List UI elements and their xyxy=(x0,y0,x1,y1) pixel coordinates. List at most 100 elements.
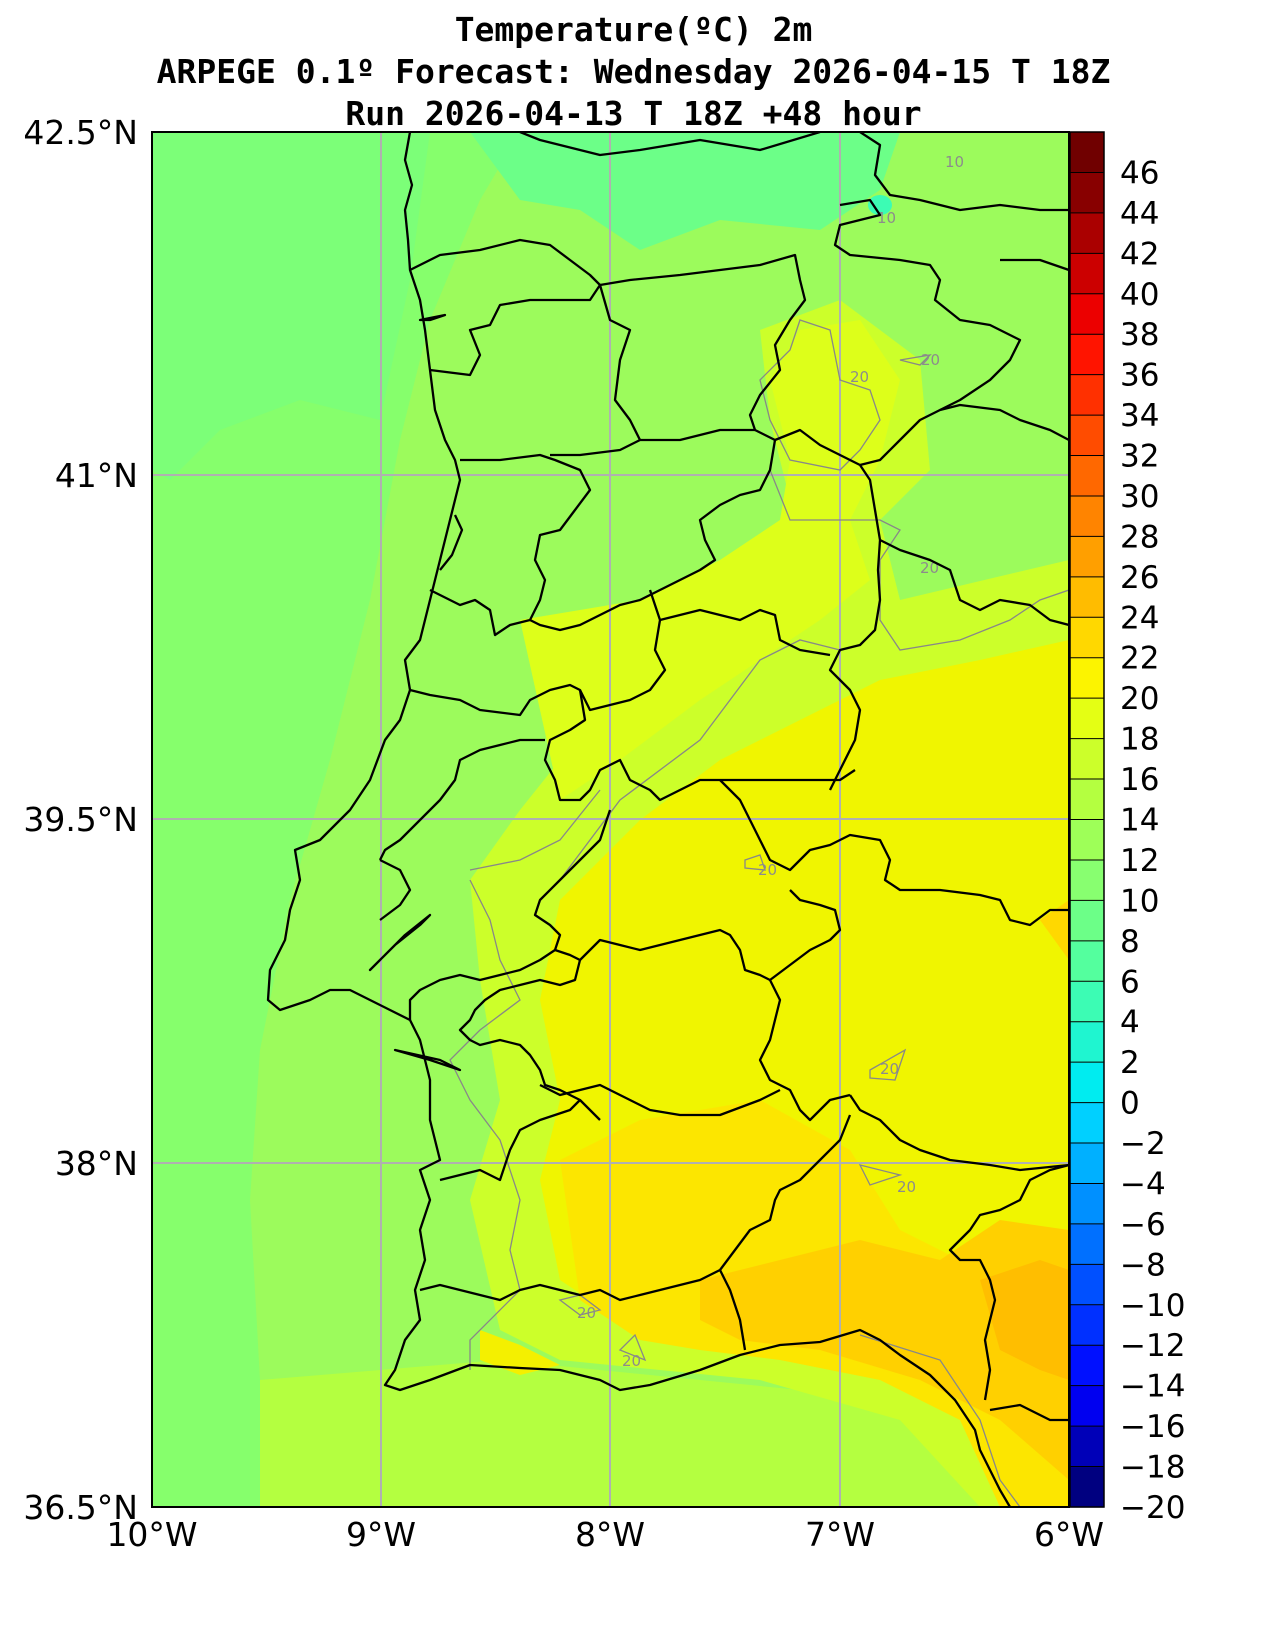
colorbar-tick-label: 12 xyxy=(1120,843,1159,879)
colorbar-segment xyxy=(1070,981,1104,1023)
colorbar-segment xyxy=(1070,212,1104,254)
lat-axis: 42.5°N 41°N 39.5°N 38°N 36.5°N xyxy=(23,113,138,1527)
colorbar-tick-label: 14 xyxy=(1120,803,1159,839)
colorbar-segment xyxy=(1070,1304,1104,1346)
colorbar-segment xyxy=(1070,455,1104,497)
colorbar-tick-label: −20 xyxy=(1120,1490,1185,1526)
colorbar-segment xyxy=(1070,940,1104,982)
colorbar-segment xyxy=(1070,374,1104,416)
colorbar-tick-label: 22 xyxy=(1120,641,1159,677)
lat-tick-label: 39.5°N xyxy=(23,800,138,839)
colorbar-tick-label: 10 xyxy=(1120,883,1159,919)
lon-tick-label: 8°W xyxy=(575,1515,645,1554)
contour-label: 20 xyxy=(622,1352,641,1370)
colorbar-tick-label: 44 xyxy=(1120,196,1159,232)
colorbar-segment xyxy=(1070,1102,1104,1144)
colorbar-tick-label: 40 xyxy=(1120,277,1159,313)
colorbar-tick-label: −6 xyxy=(1120,1207,1166,1243)
colorbar-segment xyxy=(1070,172,1104,214)
colorbar-tick-label: 38 xyxy=(1120,317,1159,353)
colorbar-segment xyxy=(1070,1385,1104,1427)
contour-label: 10 xyxy=(877,209,896,227)
lon-tick-label: 6°W xyxy=(1034,1515,1104,1554)
colorbar-segment xyxy=(1070,819,1104,861)
colorbar-segment xyxy=(1070,859,1104,901)
colorbar-tick-label: 46 xyxy=(1120,155,1159,191)
colorbar-tick-label: 32 xyxy=(1120,439,1159,475)
colorbar-segment xyxy=(1070,900,1104,942)
colorbar-tick-label: 2 xyxy=(1120,1045,1140,1081)
colorbar-segment xyxy=(1070,1223,1104,1265)
colorbar-tick-label: 16 xyxy=(1120,762,1159,798)
colorbar-segment xyxy=(1070,1062,1104,1104)
map-title: Temperature(ºC) 2m xyxy=(454,10,813,49)
gridlines xyxy=(152,132,1069,1507)
lat-tick-label: 42.5°N xyxy=(23,113,138,152)
colorbar-tick-label: 28 xyxy=(1120,519,1159,555)
colorbar-tick-label: −10 xyxy=(1120,1288,1185,1324)
coastline xyxy=(266,132,1011,1507)
colorbar-segment xyxy=(1070,536,1104,578)
colorbar-segment xyxy=(1070,1143,1104,1185)
lat-tick-label: 41°N xyxy=(55,456,138,495)
lon-tick-label: 7°W xyxy=(805,1515,875,1554)
colorbar-tick-label: −8 xyxy=(1120,1247,1166,1283)
colorbar-tick-label: 0 xyxy=(1120,1086,1140,1122)
lon-axis: 10°W 9°W 8°W 7°W 6°W xyxy=(106,1515,1104,1554)
colorbar-segment xyxy=(1070,253,1104,295)
colorbar-segment xyxy=(1070,738,1104,780)
colorbar-segment xyxy=(1070,132,1104,174)
colorbar-segment xyxy=(1070,1426,1104,1468)
lon-tick-label: 10°W xyxy=(106,1515,197,1554)
lat-tick-label: 36.5°N xyxy=(23,1488,138,1527)
colorbar-segment xyxy=(1070,1345,1104,1387)
colorbar-tick-label: 36 xyxy=(1120,358,1159,394)
contour-label: 20 xyxy=(897,1178,916,1196)
contour-label: 20 xyxy=(880,1060,899,1078)
colorbar-tick-label: 34 xyxy=(1120,398,1159,434)
colorbar-segment xyxy=(1070,576,1104,618)
colorbar-segment xyxy=(1070,1183,1104,1225)
map-subtitle-run: Run 2026-04-13 T 18Z +48 hour xyxy=(345,94,922,133)
colorbar-segment xyxy=(1070,1021,1104,1063)
colorbar-tick-label: −2 xyxy=(1120,1126,1166,1162)
colorbar-tick-label: 26 xyxy=(1120,560,1159,596)
colorbar-tick-label: 6 xyxy=(1120,964,1140,1000)
colorbar-segment xyxy=(1070,293,1104,335)
colorbar-tick-label: 8 xyxy=(1120,924,1140,960)
contour-label: 20 xyxy=(921,351,940,369)
colorbar-tick-label: −16 xyxy=(1120,1409,1185,1445)
colorbar: 4644424038363432302826242220181614121086… xyxy=(1069,131,1185,1526)
colorbar-tick-label: 30 xyxy=(1120,479,1159,515)
colorbar-tick-label: 24 xyxy=(1120,600,1159,636)
colorbar-segment xyxy=(1070,1264,1104,1306)
colorbar-tick-label: −12 xyxy=(1120,1328,1185,1364)
contour-label: 20 xyxy=(850,368,869,386)
colorbar-tick-label: −4 xyxy=(1120,1166,1166,1202)
lon-tick-label: 9°W xyxy=(346,1515,416,1554)
colorbar-segment xyxy=(1070,415,1104,457)
colorbar-tick-label: 18 xyxy=(1120,722,1159,758)
contour-label: 20 xyxy=(920,559,939,577)
colorbar-tick-label: 42 xyxy=(1120,236,1159,272)
lat-tick-label: 38°N xyxy=(55,1144,138,1183)
contour-label: 20 xyxy=(577,1304,596,1322)
colorbar-tick-label: 4 xyxy=(1120,1005,1140,1041)
colorbar-segment xyxy=(1070,334,1104,376)
colorbar-segment xyxy=(1070,698,1104,740)
colorbar-tick-label: 20 xyxy=(1120,681,1159,717)
map-subtitle-forecast: ARPEGE 0.1º Forecast: Wednesday 2026-04-… xyxy=(156,52,1111,91)
borders xyxy=(266,132,1069,1507)
colorbar-tick-label: −14 xyxy=(1120,1369,1185,1405)
map-frame xyxy=(151,131,1070,1508)
contour-labels: 10 10 20 20 20 20 20 20 20 20 xyxy=(577,153,964,1370)
contour-label: 20 xyxy=(758,861,777,879)
contour-label: 10 xyxy=(945,153,964,171)
colorbar-segment xyxy=(1070,657,1104,699)
colorbar-segment xyxy=(1070,1466,1104,1508)
colorbar-tick-label: −18 xyxy=(1120,1450,1185,1486)
colorbar-segment xyxy=(1070,779,1104,821)
colorbar-segment xyxy=(1070,617,1104,659)
colorbar-segment xyxy=(1070,495,1104,538)
